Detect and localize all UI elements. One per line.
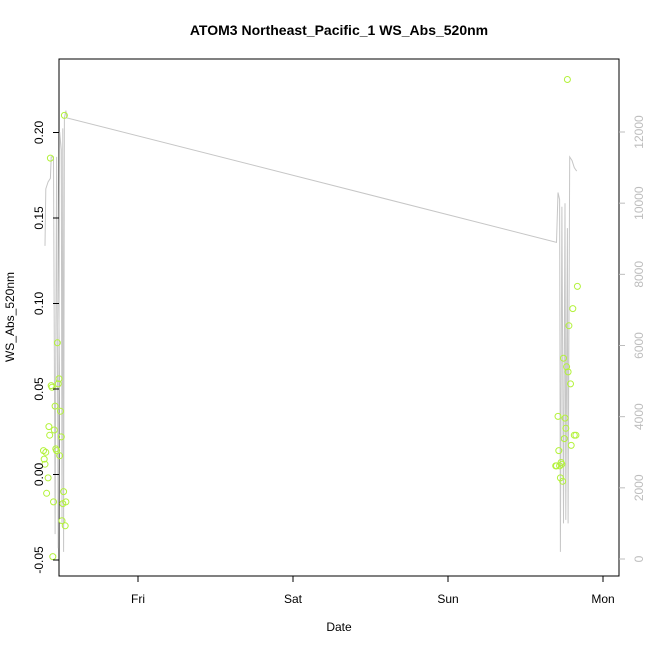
- data-point: [560, 354, 567, 362]
- data-point: [50, 426, 58, 434]
- data-points-layer: [40, 76, 581, 561]
- data-point: [51, 402, 59, 410]
- data-point: [48, 383, 56, 391]
- data-point: [56, 452, 64, 460]
- y-tick-label: 0.00: [32, 462, 46, 486]
- data-point: [567, 380, 574, 388]
- data-point: [554, 412, 562, 420]
- y-axis-right: 0 2000 4000 6000 8000 10000 12000: [619, 115, 646, 562]
- data-point: [563, 76, 571, 83]
- data-point: [563, 363, 571, 371]
- y-tick-label: 0.05: [32, 377, 46, 401]
- data-point: [560, 435, 568, 443]
- data-point: [50, 498, 57, 506]
- data-point: [42, 448, 50, 456]
- data-point: [60, 111, 68, 119]
- data-point: [44, 474, 52, 482]
- x-axis: Fri Sat Sun Mon: [131, 576, 615, 606]
- y2-tick-label: 6000: [632, 332, 646, 359]
- y-tick-label: -0.05: [32, 546, 46, 574]
- y-tick-label: 0.10: [32, 291, 46, 315]
- chart-title: ATOM3 Northeast_Pacific_1 WS_Abs_520nm: [190, 22, 488, 38]
- data-point: [53, 339, 61, 347]
- data-point: [558, 460, 566, 468]
- data-point: [565, 322, 573, 330]
- data-point: [567, 441, 575, 449]
- y2-tick-label: 4000: [632, 403, 646, 430]
- data-point: [49, 553, 57, 561]
- data-point: [562, 424, 570, 432]
- data-point: [561, 414, 569, 422]
- data-point: [53, 447, 61, 455]
- data-point: [41, 460, 49, 468]
- data-point: [569, 305, 577, 313]
- x-axis-label: Date: [326, 620, 352, 634]
- y-tick-label: 0.20: [32, 120, 46, 144]
- data-point: [46, 431, 54, 439]
- y-axis-label: WS_Abs_520nm: [3, 272, 17, 362]
- data-point: [555, 447, 563, 455]
- data-point: [62, 498, 70, 506]
- y-tick-label: 0.15: [32, 206, 46, 230]
- x-tick-label: Mon: [591, 592, 614, 606]
- data-point: [57, 407, 64, 415]
- y2-tick-label: 2000: [632, 474, 646, 501]
- altitude-line-layer: [44, 110, 578, 552]
- y-axis-left: -0.05 0.00 0.05 0.10 0.15 0.20: [32, 120, 59, 574]
- data-point: [46, 154, 54, 162]
- data-point: [58, 517, 66, 525]
- altitude-line: [44, 110, 578, 552]
- plot-frame: [58, 58, 620, 577]
- x-tick-label: Sat: [284, 592, 303, 606]
- data-point: [61, 522, 69, 530]
- data-point: [572, 431, 580, 439]
- x-tick-label: Fri: [131, 592, 145, 606]
- y2-tick-label: 0: [632, 555, 646, 562]
- data-point: [60, 488, 68, 496]
- y2-tick-label: 8000: [632, 261, 646, 288]
- data-point: [40, 455, 48, 463]
- data-point: [559, 477, 567, 485]
- data-point: [45, 423, 53, 431]
- data-point: [573, 282, 581, 290]
- data-point: [43, 489, 51, 497]
- data-point: [564, 368, 572, 376]
- y2-tick-label: 12000: [632, 115, 646, 149]
- data-point: [54, 380, 62, 388]
- data-point: [55, 375, 63, 383]
- y2-tick-label: 10000: [632, 186, 646, 220]
- data-point: [57, 433, 65, 441]
- x-tick-label: Sun: [437, 592, 458, 606]
